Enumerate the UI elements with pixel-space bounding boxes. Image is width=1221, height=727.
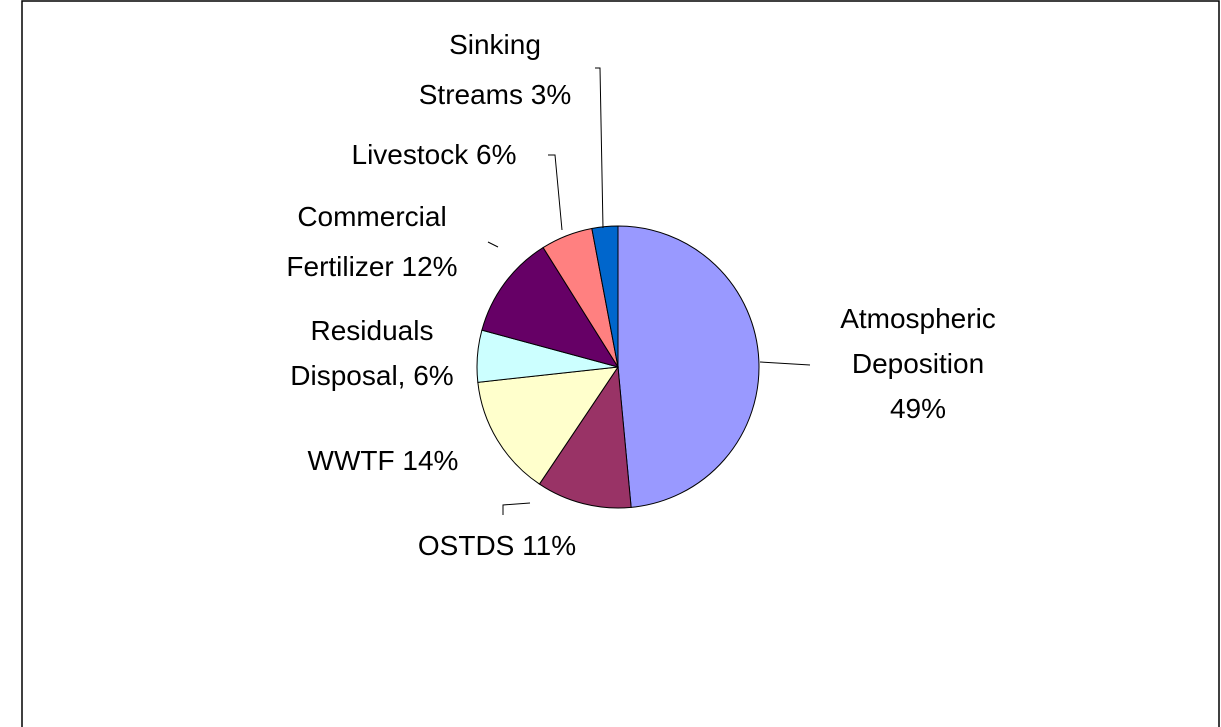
- pie-slice: [591, 225, 619, 368]
- slice-label: Livestock 6%: [352, 139, 517, 170]
- slice-label-line: Sinking: [449, 29, 541, 60]
- slice-label: Atmospheric Deposition 49%: [840, 303, 996, 424]
- pie-slice: [538, 365, 632, 509]
- slice-label-line: Commercial: [297, 201, 446, 232]
- leader-line: [595, 67, 604, 229]
- slice-label-line: Fertilizer 12%: [286, 251, 457, 282]
- slice-label-line: WWTF 14%: [308, 445, 459, 476]
- slice-label: Commercial Fertilizer 12%: [286, 201, 457, 282]
- leader-line: [487, 241, 499, 248]
- leader-line: [759, 361, 811, 366]
- slice-label: Residuals Disposal, 6%: [290, 315, 453, 391]
- slice-label-line: Residuals: [311, 315, 434, 346]
- pie-slice: [617, 225, 760, 508]
- slice-label: WWTF 14%: [308, 445, 459, 476]
- slice-label-line: 49%: [890, 393, 946, 424]
- slice-label-line: OSTDS 11%: [418, 530, 576, 561]
- slice-label: OSTDS 11%: [418, 530, 576, 561]
- pie-slice: [477, 366, 620, 485]
- pie-slice: [481, 246, 620, 368]
- leader-line: [502, 502, 531, 515]
- leader-line: [548, 154, 563, 231]
- slice-label-line: Disposal, 6%: [290, 360, 453, 391]
- slice-label-line: Atmospheric: [840, 303, 996, 334]
- slice-label-line: Deposition: [852, 348, 984, 379]
- slice-label: Sinking Streams 3%: [419, 29, 572, 110]
- slice-label-line: Streams 3%: [419, 79, 572, 110]
- slice-label-line: Livestock 6%: [352, 139, 517, 170]
